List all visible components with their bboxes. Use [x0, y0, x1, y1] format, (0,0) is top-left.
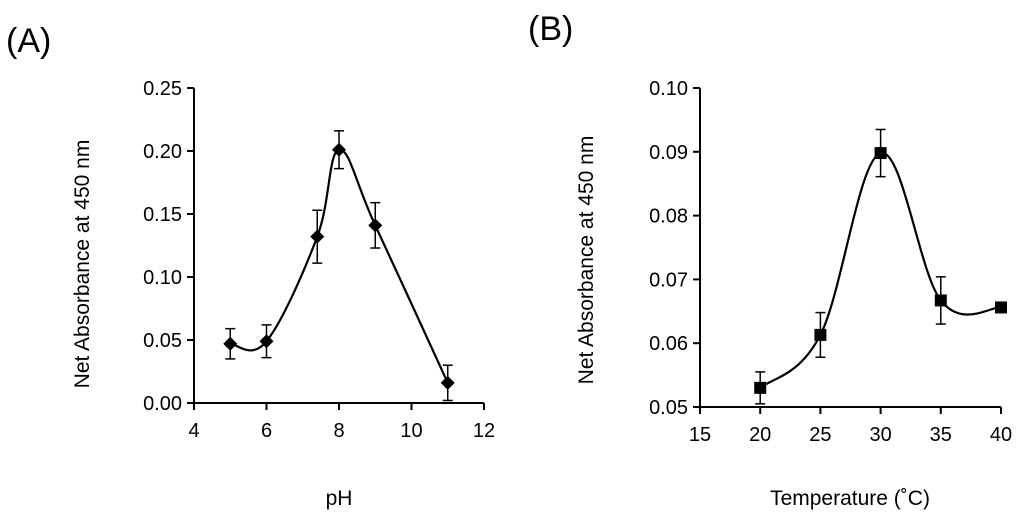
panel-a-chart: (A) 0.000.050.100.150.200.25 4 6 8 10 12 pH … [6, 22, 495, 510]
panel-b-data-point [874, 147, 887, 160]
panel-a-y-ticks: 0.00 0.05 0.10 0.15 0.20 0.25 [143, 78, 194, 415]
panel-b-data-point [995, 301, 1007, 314]
panel-a-data-point [259, 334, 274, 349]
panel-a-x-tick-label: 12 [473, 420, 495, 442]
panel-b-series-line [759, 151, 1002, 389]
panel-b-y-tick-label: 0.07 [649, 269, 688, 291]
panel-b-data-point [934, 294, 947, 307]
panel-a-y-tick-label: 0.00 [143, 393, 182, 415]
panel-b-y-tick-label: 0.08 [649, 206, 688, 228]
panel-a-label: (A) [6, 22, 51, 60]
panel-a-data-point [310, 229, 325, 244]
panel-b-x-tick-label: 35 [930, 424, 952, 446]
panel-b-chart: (B) 0.05 0.06 0.07 0.08 0.09 0.10 15 20 25 30 35 4… [528, 10, 1012, 510]
panel-a-y-tick-label: 0.25 [143, 78, 182, 100]
panel-a-y-axis-title: Net Absorbance at 450 nm [71, 140, 94, 389]
panel-b-x-tick-label: 30 [869, 424, 891, 446]
panel-a-y-tick-label: 0.10 [143, 267, 182, 289]
panel-a-series-line [230, 148, 449, 384]
panel-a-data-point [440, 375, 455, 390]
panel-a-data-point [368, 218, 383, 233]
panel-b-x-tick-label: 15 [689, 424, 711, 446]
panel-a-y-tick-label: 0.15 [143, 204, 182, 226]
panel-b-label: (B) [528, 10, 573, 48]
panel-a-x-tick-label: 6 [261, 420, 272, 442]
panel-a-x-tick-label: 8 [333, 420, 344, 442]
panel-a-x-axis-title: pH [326, 487, 353, 510]
panel-b-y-tick-label: 0.09 [649, 142, 688, 164]
panel-b-data-point [754, 381, 767, 394]
panel-b-x-ticks: 15 20 25 30 35 40 [689, 407, 1012, 446]
panel-a-points [223, 142, 455, 390]
panel-a-data-point [223, 336, 238, 351]
panel-a-x-ticks: 4 6 8 10 12 [188, 403, 495, 442]
panel-a-y-tick-label: 0.05 [143, 330, 182, 352]
panel-b-y-tick-label: 0.10 [649, 78, 688, 100]
panel-a-x-tick-label: 4 [188, 420, 199, 442]
panel-b-error-bars [755, 128, 1006, 405]
panel-b-y-ticks: 0.05 0.06 0.07 0.08 0.09 0.10 [649, 78, 700, 419]
panel-b-x-tick-label: 20 [749, 424, 771, 446]
panel-b-y-axis-title: Net Absorbance at 450 nm [575, 136, 598, 385]
panel-a-error-bars [225, 130, 453, 402]
panel-b-x-tick-label: 40 [990, 424, 1012, 446]
panel-b-x-axis-title: Temperature (˚C) [770, 487, 930, 510]
panel-b-y-tick-label: 0.06 [649, 333, 688, 355]
panel-b-points [754, 147, 1007, 394]
panel-a-data-point [332, 142, 346, 157]
panel-b-y-tick-label: 0.05 [649, 397, 688, 419]
panel-b-x-tick-label: 25 [809, 424, 831, 446]
panel-a-x-tick-label: 10 [400, 420, 422, 442]
panel-a-y-tick-label: 0.20 [143, 141, 182, 163]
panel-b-data-point [814, 328, 827, 341]
